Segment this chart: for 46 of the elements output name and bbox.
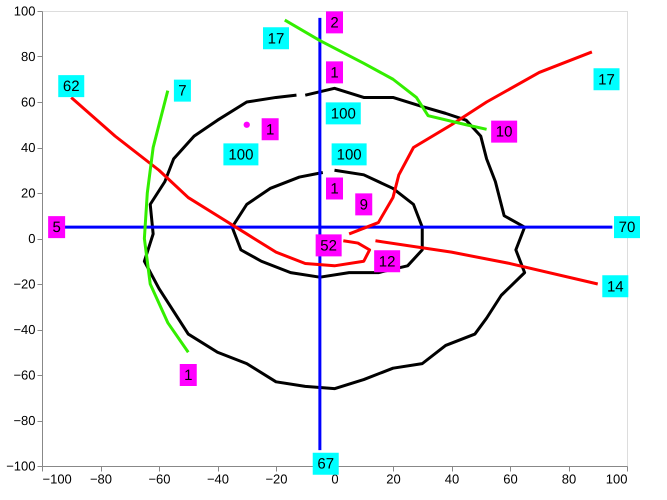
x-tick-label: 0 [331, 472, 339, 486]
x-tick-label: −60 [148, 472, 171, 486]
annotation: 17 [598, 71, 615, 88]
annotation: 2 [330, 14, 339, 32]
annotation: 7 [178, 82, 187, 100]
y-tick-label: 20 [21, 186, 36, 200]
y-tick-label: 40 [21, 140, 36, 155]
x-tick-label: −40 [206, 472, 230, 486]
annotation: 17 [268, 30, 284, 48]
y-tick-label: 80 [21, 49, 36, 64]
y-tick-label: −60 [13, 368, 36, 382]
annotation: 1 [330, 64, 339, 82]
y-tick-label: 60 [21, 94, 36, 110]
annotation: 52 [320, 237, 337, 254]
y-tick-label: 0 [28, 231, 36, 246]
line-series [374, 239, 600, 286]
y-tick-label: −20 [13, 276, 36, 292]
annotation: 100 [336, 146, 362, 164]
x-tick-label: −80 [90, 472, 112, 486]
y-tick-label: −80 [13, 413, 36, 428]
annotation: 10 [496, 124, 512, 141]
line-series [230, 168, 424, 279]
annotation: 5 [52, 219, 61, 236]
x-tick-label: 60 [503, 472, 518, 486]
x-tick-label: −100 [42, 472, 72, 486]
annotation: 1 [266, 121, 274, 138]
annotation: 9 [360, 196, 368, 214]
annotation: 12 [378, 253, 396, 270]
y-tick-label: 100 [14, 4, 36, 18]
annotation: 62 [62, 78, 80, 96]
annotation: 100 [330, 105, 356, 122]
y-tick-label: −40 [13, 322, 36, 337]
x-tick-label: 80 [562, 472, 576, 486]
line-series [142, 86, 526, 390]
annotation: 1 [184, 367, 192, 384]
x-tick-label: 40 [444, 472, 460, 486]
annotation: 70 [618, 219, 636, 236]
y-tick-label: −100 [6, 458, 36, 474]
annotation: 1 [330, 180, 339, 198]
annotation: 67 [317, 456, 334, 473]
x-tick-label: 20 [386, 472, 401, 486]
x-tick-label: −20 [265, 472, 288, 486]
annotation: 100 [228, 146, 254, 164]
annotation: 14 [606, 278, 624, 296]
x-tick-label: 100 [606, 472, 628, 486]
line-series [283, 18, 488, 131]
